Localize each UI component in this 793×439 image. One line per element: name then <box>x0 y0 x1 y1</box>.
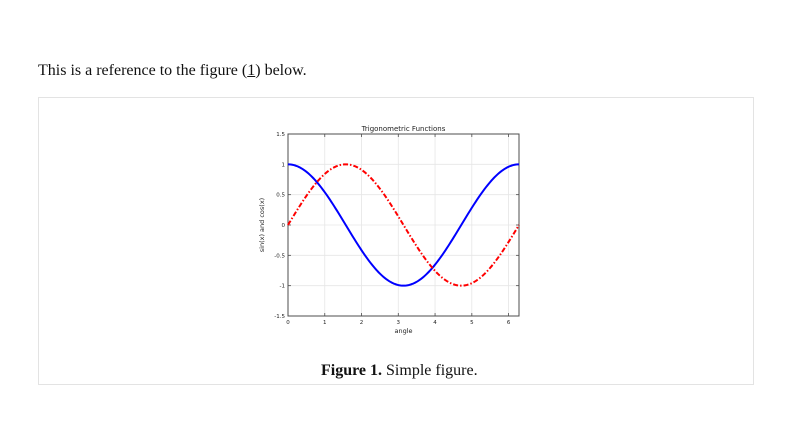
y-tick-label: -1 <box>280 284 285 290</box>
figure-caption: Figure 1. Simple figure. <box>321 361 478 381</box>
x-axis-label: angle <box>394 327 412 335</box>
chart-title: Trigonometric Functions <box>361 125 446 133</box>
x-tick-label: 6 <box>507 320 511 326</box>
x-tick-label: 0 <box>286 320 290 326</box>
y-tick-label: 0 <box>282 223 286 229</box>
figure-container: 0 1 2 3 4 5 6 -1.5 -1 -0.5 0 0.5 1 1.5 Trigonometric … <box>38 97 754 385</box>
y-tick-label: 1.5 <box>276 132 285 138</box>
axis-ticks: 0 1 2 3 4 5 6 -1.5 -1 -0.5 0 0.5 1 1.5 <box>274 132 519 326</box>
y-tick-label: -1.5 <box>274 314 285 320</box>
reference-text-before: This is a reference to the figure ( <box>38 62 248 79</box>
x-tick-label: 1 <box>323 320 327 326</box>
chart-grid <box>287 133 519 317</box>
x-tick-label: 4 <box>433 320 437 326</box>
reference-paragraph: This is a reference to the figure (1) be… <box>38 61 307 81</box>
x-tick-label: 2 <box>360 320 364 326</box>
reference-text-after: ) below. <box>255 62 307 79</box>
trig-chart: 0 1 2 3 4 5 6 -1.5 -1 -0.5 0 0.5 1 1.5 Trigonometric … <box>258 125 520 335</box>
series-line-cosx <box>287 163 520 287</box>
y-tick-label: -0.5 <box>274 253 285 259</box>
y-tick-label: 1 <box>282 162 286 168</box>
series-line-sinx <box>287 163 520 287</box>
y-axis-label: sin(x) and cos(x) <box>258 198 266 252</box>
x-tick-label: 5 <box>470 320 474 326</box>
figure-caption-text: Simple figure. <box>382 362 478 379</box>
figure-reference-link[interactable]: 1 <box>247 62 256 79</box>
figure-caption-label: Figure 1. <box>321 362 383 379</box>
x-tick-label: 3 <box>397 320 401 326</box>
chart-series <box>287 163 520 287</box>
y-tick-label: 0.5 <box>276 193 285 199</box>
